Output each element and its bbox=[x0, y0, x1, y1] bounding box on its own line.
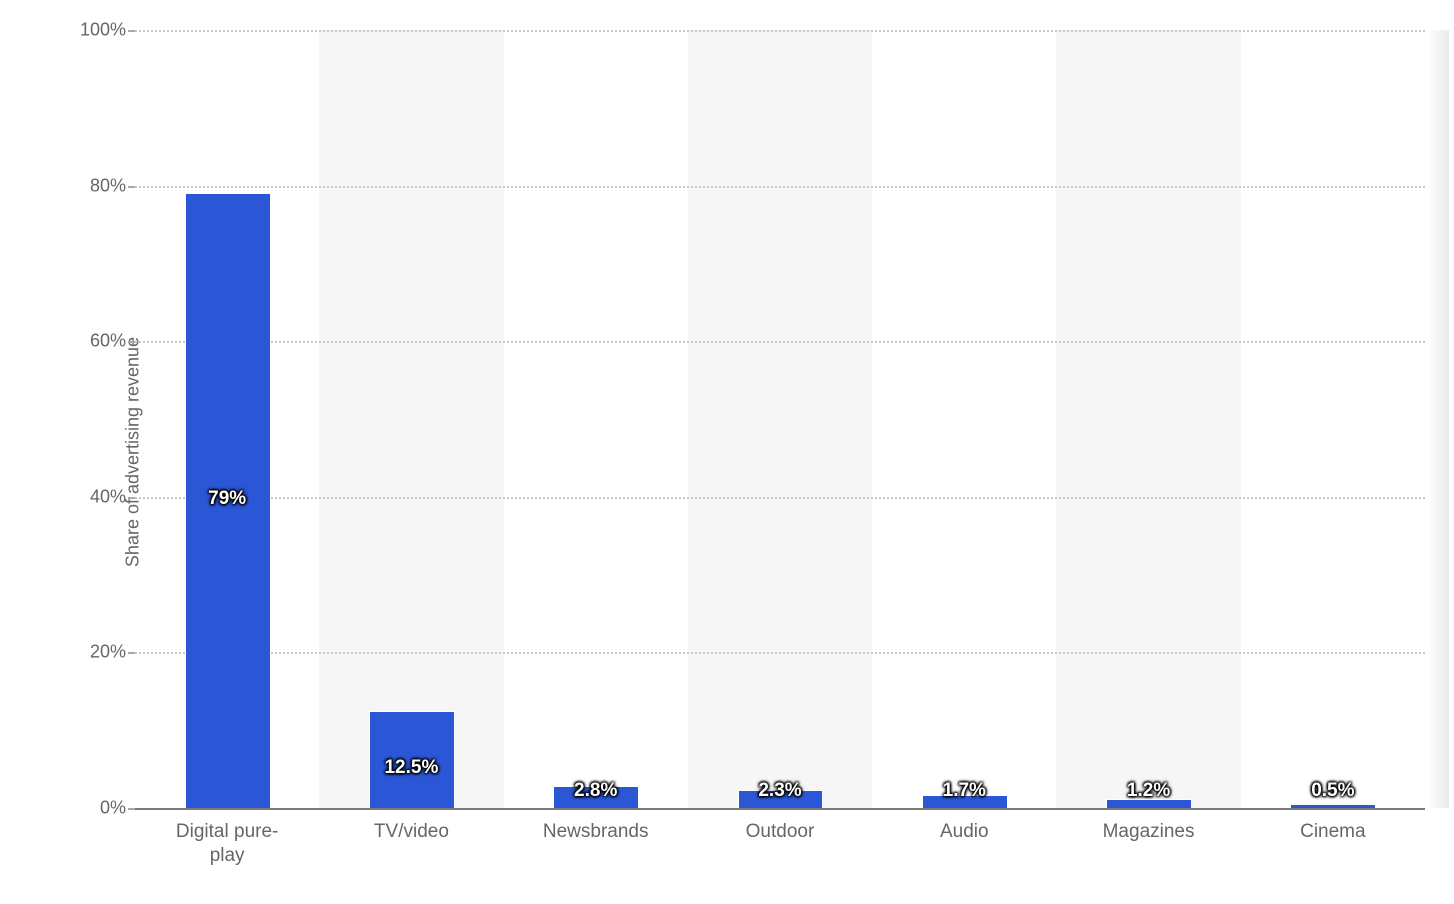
bar-chart: Share of advertising revenue 0% 20% 40% 60%… bbox=[0, 0, 1454, 904]
x-tick-label: Cinema bbox=[1241, 820, 1425, 844]
bar-value-label: 12.5% bbox=[384, 757, 438, 779]
y-axis-tick bbox=[128, 30, 135, 32]
gridline bbox=[135, 652, 1425, 654]
bar-value-label: 1.7% bbox=[943, 780, 986, 802]
y-tick-label: 100% bbox=[80, 20, 126, 41]
gridline bbox=[135, 341, 1425, 343]
x-tick-label: TV/video bbox=[319, 820, 503, 844]
bar-value-label: 79% bbox=[208, 488, 246, 510]
chart-right-fade bbox=[1431, 30, 1449, 808]
y-axis-tick bbox=[128, 186, 135, 188]
y-axis-title: Share of advertising revenue bbox=[123, 337, 144, 567]
bar-value-label: 0.5% bbox=[1311, 780, 1354, 802]
x-tick-label: Digital pure-play bbox=[135, 820, 319, 868]
y-tick-label: 0% bbox=[100, 798, 126, 819]
y-axis-tick bbox=[128, 341, 135, 343]
bar-value-label: 1.2% bbox=[1127, 780, 1170, 802]
plot-band bbox=[1056, 30, 1240, 808]
bar-value-label: 2.3% bbox=[758, 780, 801, 802]
plot-band bbox=[688, 30, 872, 808]
bar-value-label: 2.8% bbox=[574, 780, 617, 802]
y-axis-tick bbox=[128, 652, 135, 654]
x-tick-label: Outdoor bbox=[688, 820, 872, 844]
y-axis-tick bbox=[128, 497, 135, 499]
y-tick-label: 20% bbox=[90, 642, 126, 663]
x-tick-label: Magazines bbox=[1056, 820, 1240, 844]
gridline bbox=[135, 186, 1425, 188]
y-tick-label: 80% bbox=[90, 175, 126, 196]
bar[interactable] bbox=[1290, 804, 1375, 808]
y-axis-tick bbox=[128, 808, 135, 810]
x-axis-line bbox=[135, 808, 1425, 810]
gridline bbox=[135, 497, 1425, 499]
x-tick-label: Audio bbox=[872, 820, 1056, 844]
gridline bbox=[135, 30, 1425, 32]
x-tick-label: Newsbrands bbox=[504, 820, 688, 844]
plot-band bbox=[319, 30, 503, 808]
y-tick-label: 40% bbox=[90, 486, 126, 507]
y-tick-label: 60% bbox=[90, 331, 126, 352]
